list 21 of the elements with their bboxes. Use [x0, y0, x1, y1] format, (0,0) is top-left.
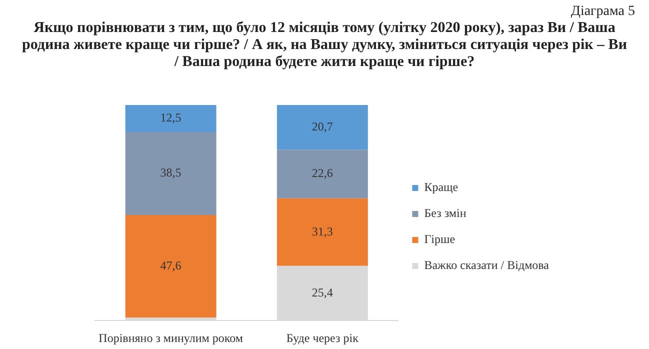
legend-label: Важко сказати / Відмова	[424, 258, 550, 272]
data-label: 38,5	[160, 166, 182, 180]
bar	[125, 105, 216, 132]
legend-label: Гірше	[424, 232, 456, 246]
chart-title: Якщо порівнювати з тим, що було 12 місяців тому (улітку 2020 року), зараз Ви / Ваша родина живете краще чи гірше? / А як, на Вашу думку, зміниться ситуація через рік – Ви / Ваша родина будете жити краще чи гірше?	[21, 20, 628, 71]
data-label: 12,5	[160, 110, 182, 125]
data-label: 25,4	[312, 285, 333, 300]
data-label: 47,6	[160, 258, 182, 272]
bar	[276, 198, 368, 266]
bar	[276, 150, 368, 198]
bar	[276, 105, 368, 150]
legend-label: Краще	[424, 180, 458, 194]
data-label: 31,3	[312, 224, 333, 238]
x-tick-label: Порівняно з минулим роком	[98, 330, 244, 345]
bar	[125, 214, 216, 318]
x-tick-label: Буде через рік	[286, 330, 359, 345]
bar	[125, 132, 216, 215]
text: Діаграма 5	[570, 4, 635, 20]
data-label: 22,6	[312, 166, 333, 180]
legend-label: Без змін	[424, 206, 467, 220]
data-label: 20,7	[312, 119, 333, 134]
